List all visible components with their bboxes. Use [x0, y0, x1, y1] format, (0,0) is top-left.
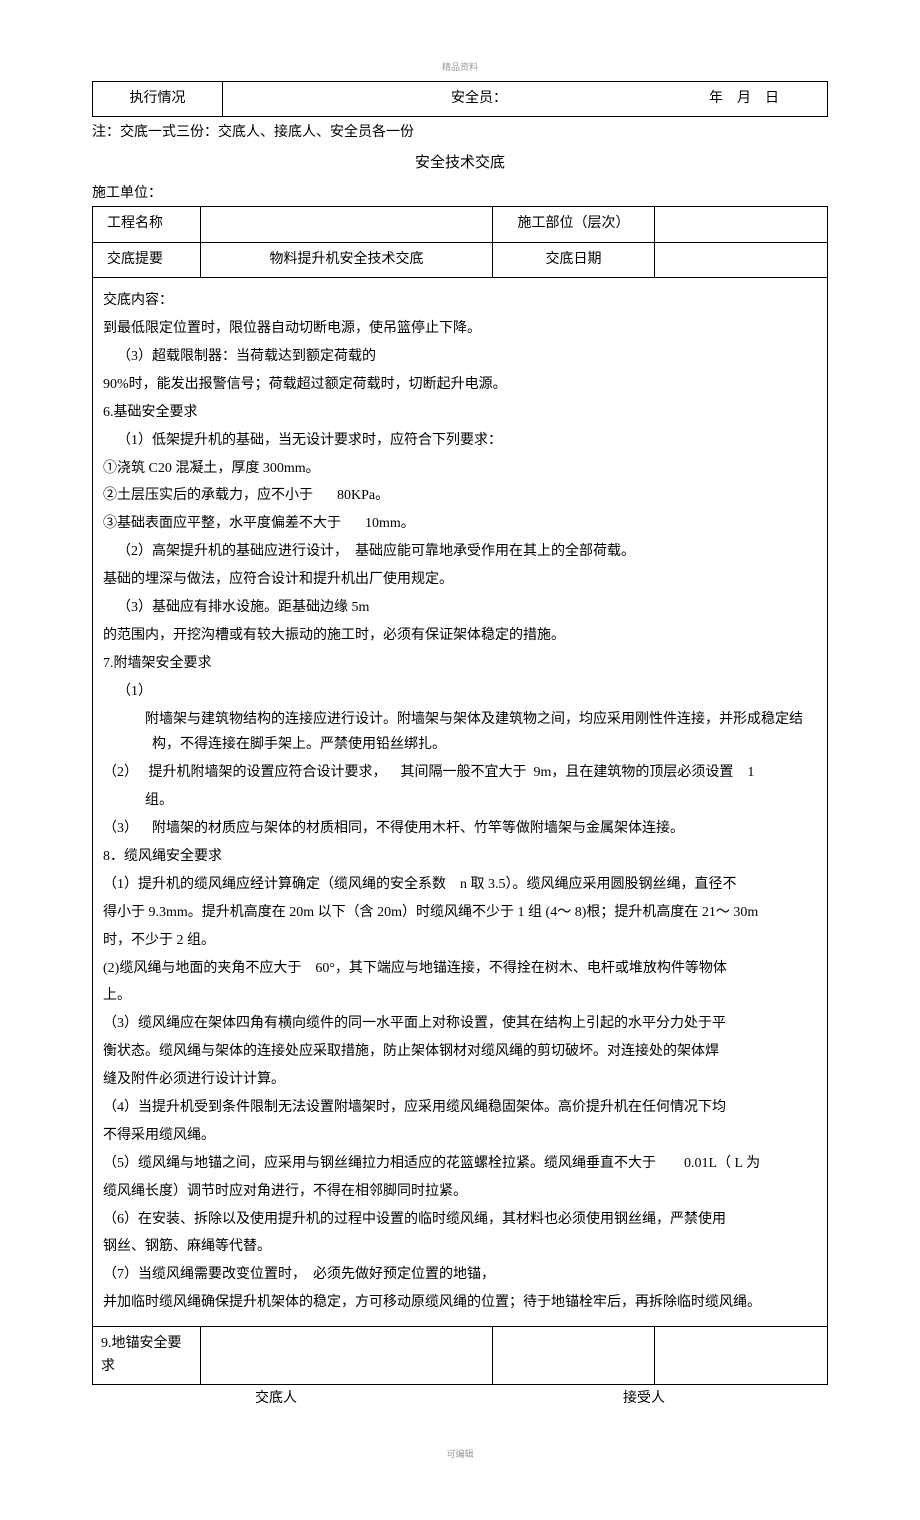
footer-watermark: 可编辑 [92, 1447, 828, 1460]
s8-4a: （4）当提升机受到条件限制无法设置附墙架时，应采用缆风绳稳固架体。高价提升机在任… [103, 1095, 817, 1121]
s7: 7.附墙架安全要求 [103, 651, 817, 677]
s8-7c: 并加临时缆风绳确保提升机架体的稳定，方可移动原缆风绳的位置；待于地锚栓牢后，再拆… [103, 1290, 817, 1316]
empty-1 [201, 1327, 493, 1385]
s9-cell: 9.地锚安全要求 [93, 1327, 201, 1385]
s6-1b: ①浇筑 C20 混凝土，厚度 300mm。 [103, 456, 817, 482]
s8-6a: （6）在安装、拆除以及使用提升机的过程中设置的临时缆风绳，其材料也必须使用钢丝绳… [103, 1207, 817, 1233]
content-body: 交底内容： 到最低限定位置时，限位器自动切断电源，使吊篮停止下降。 （3）超载限… [93, 278, 828, 1327]
s8-5c: 缆风绳长度）调节时应对角进行，不得在相邻脚同时拉紧。 [103, 1179, 817, 1205]
s7-1a: 附墙架与建筑物结构的连接应进行设计。附墙架与架体及建筑物之间，均应采用刚性件连接… [103, 707, 817, 759]
note-text: 注：交底一式三份：交底人、接底人、安全员各一份 [92, 121, 828, 141]
date-label: 交底日期 [492, 242, 654, 277]
org-label: 施工单位： [92, 182, 828, 202]
summary-label: 交底提要 [93, 242, 201, 277]
s6-1d: ③基础表面应平整，水平度偏差不大于10mm。 [103, 511, 817, 537]
receiver-label: 接受人 [460, 1387, 828, 1407]
s8-2: (2)缆风绳与地面的夹角不应大于 60°，其下端应与地锚连接，不得拴在树木、电杆… [103, 956, 817, 982]
s6-3a: （3）基础应有排水设施。距基础边缘 5m [103, 595, 817, 621]
location-value [655, 207, 828, 242]
p2a: （3）超载限制器：当荷载达到额定荷载的 [103, 344, 817, 370]
s6-2a: （2）高架提升机的基础应进行设计， 基础应能可靠地承受作用在其上的全部荷载。 [103, 539, 817, 565]
s8-1a: （1）提升机的缆风绳应经计算确定（缆风绳的安全系数 n 取 3.5）。缆风绳应采… [103, 872, 817, 898]
s8-3b: 衡状态。缆风绳与架体的连接处应采取措施，防止架体钢材对缆风绳的剪切破坏。对连接处… [103, 1039, 817, 1065]
exec-status-label: 执行情况 [93, 82, 223, 117]
header-watermark: 精品资料 [92, 60, 828, 73]
p2b: 90%时，能发出报警信号；荷载超过额定荷载时，切断起升电源。 [103, 372, 817, 398]
s8-4b: 不得采用缆风绳。 [103, 1123, 817, 1149]
s7-2: （2） 提升机附墙架的设置应符合设计要求， 其间隔一般不宜大于 9m，且在建筑物… [103, 760, 817, 786]
exec-status-value: 安全员： 年 月 日 [223, 82, 828, 117]
s8-5: （5）缆风绳与地锚之间，应采用与钢丝绳拉力相适应的花篮螺栓拉紧。缆风绳垂直不大于… [103, 1151, 817, 1177]
s6-1a: （1）低架提升机的基础，当无设计要求时，应符合下列要求： [103, 428, 817, 454]
s8: 8．缆风绳安全要求 [103, 844, 817, 870]
empty-2 [492, 1327, 654, 1385]
empty-3 [655, 1327, 828, 1385]
summary-value: 物料提升机安全技术交底 [201, 242, 493, 277]
project-name-label: 工程名称 [93, 207, 201, 242]
s8-6b: 钢丝、钢筋、麻绳等代替。 [103, 1234, 817, 1260]
info-table: 工程名称 施工部位（层次） 交底提要 物料提升机安全技术交底 交底日期 交底内容… [92, 206, 828, 1385]
p1: 到最低限定位置时，限位器自动切断电源，使吊篮停止下降。 [103, 316, 817, 342]
s6-2c: 基础的埋深与做法，应符合设计和提升机出厂使用规定。 [103, 567, 817, 593]
doc-title: 安全技术交底 [92, 151, 828, 172]
s6-1c: ②土层压实后的承载力，应不小于80KPa。 [103, 483, 817, 509]
s8-1d: 时，不少于 2 组。 [103, 928, 817, 954]
s6: 6.基础安全要求 [103, 400, 817, 426]
s6-3b: 的范围内，开挖沟槽或有较大振动的施工时，必须有保证架体稳定的措施。 [103, 623, 817, 649]
s8-3a: （3）缆风绳应在架体四角有横向缆件的同一水平面上对称设置，使其在结构上引起的水平… [103, 1011, 817, 1037]
footer-row: 交底人 接受人 [92, 1387, 828, 1407]
s7-2f: 组。 [103, 788, 817, 814]
location-label: 施工部位（层次） [492, 207, 654, 242]
sender-label: 交底人 [92, 1387, 460, 1407]
execution-table: 执行情况 安全员： 年 月 日 [92, 81, 828, 117]
s7-3: （3） 附墙架的材质应与架体的材质相同，不得使用木杆、竹竿等做附墙架与金属架体连… [103, 816, 817, 842]
s7-1: （1） [103, 679, 817, 705]
project-name-value [201, 207, 493, 242]
content-heading: 交底内容： [103, 288, 817, 314]
s8-2c: 上。 [103, 983, 817, 1009]
s8-1c: 得小于 9.3mm。提升机高度在 20m 以下（含 20m）时缆风绳不少于 1 … [103, 900, 817, 926]
s8-7: （7）当缆风绳需要改变位置时， 必须先做好预定位置的地锚， [103, 1262, 817, 1288]
s8-3c: 缝及附件必须进行设计计算。 [103, 1067, 817, 1093]
date-value [655, 242, 828, 277]
safety-officer-label: 安全员： [451, 88, 507, 110]
date-year: 年 月 日 [709, 88, 779, 110]
